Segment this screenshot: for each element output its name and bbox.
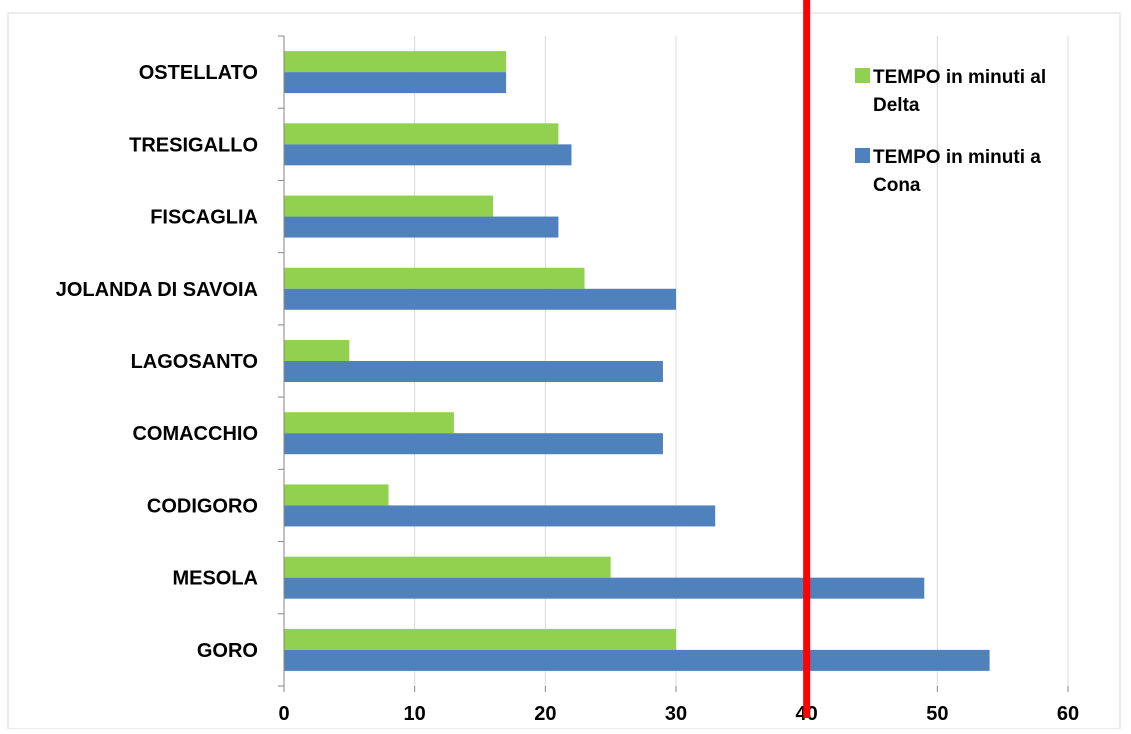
category-label: CODIGORO [147, 495, 258, 517]
legend-label: TEMPO in minuti a Cona [873, 147, 1041, 196]
x-tick-label: 50 [926, 703, 948, 725]
x-tick-label: 10 [404, 703, 426, 725]
category-label: FISCAGLIA [150, 207, 258, 229]
category-label: MESOLA [172, 568, 258, 590]
bar [284, 433, 663, 455]
bar [284, 72, 507, 94]
legend-swatch [855, 68, 870, 83]
bar [284, 195, 494, 217]
bar [284, 577, 925, 599]
bar [284, 556, 611, 578]
category-label: GORO [197, 640, 258, 662]
bar [284, 484, 389, 506]
bar [284, 144, 572, 166]
x-tick-label: 30 [665, 703, 687, 725]
bars-group [284, 51, 990, 671]
bar [284, 123, 559, 145]
bar [284, 505, 716, 527]
bar [284, 412, 454, 434]
category-label: JOLANDA DI SAVOIA [56, 279, 258, 301]
bar [284, 288, 676, 310]
bar [284, 267, 585, 289]
bar [284, 51, 507, 73]
legend-label: TEMPO in minuti al Delta [873, 67, 1046, 116]
axes-group: 0102030405060OSTELLATOTRESIGALLOFISCAGLI… [56, 35, 1079, 725]
bar [284, 361, 663, 382]
bar [284, 216, 559, 238]
bar [284, 649, 990, 671]
category-label: LAGOSANTO [131, 351, 258, 373]
category-label: TRESIGALLO [129, 134, 258, 156]
category-label: OSTELLATO [139, 62, 258, 84]
x-tick-label: 60 [1057, 703, 1079, 725]
bar [284, 340, 350, 361]
category-label: COMACCHIO [132, 423, 258, 445]
legend: TEMPO in minuti al Delta TEMPO in minuti a… [855, 67, 1046, 196]
bar [284, 628, 676, 650]
legend-swatch [855, 148, 870, 163]
x-tick-label: 20 [534, 703, 556, 725]
x-tick-label: 0 [278, 703, 289, 725]
